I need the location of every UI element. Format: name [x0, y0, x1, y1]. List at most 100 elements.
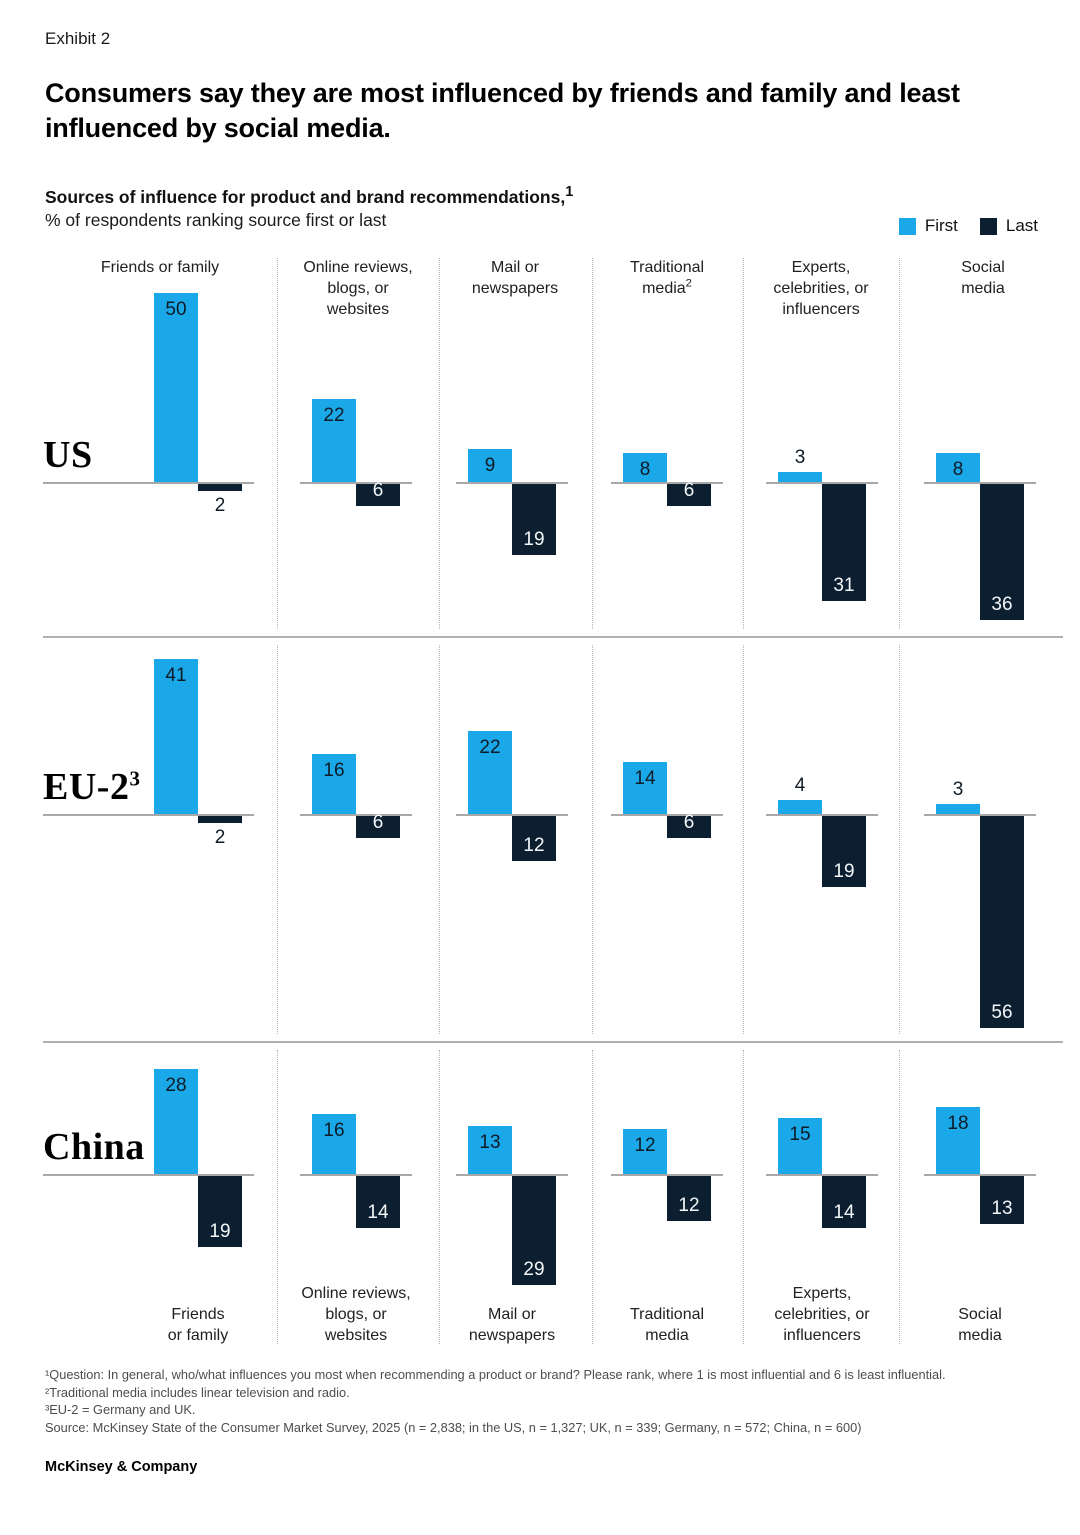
exhibit-label: Exhibit 2 — [45, 29, 111, 48]
axis-baseline — [300, 814, 412, 816]
bar-last — [198, 1175, 242, 1248]
bar-value-last: 14 — [367, 1202, 389, 1224]
axis-baseline — [300, 1174, 412, 1176]
category-footer-line: Friends — [171, 1306, 225, 1323]
bar-last — [356, 815, 400, 838]
bar-first — [154, 1068, 198, 1175]
footnote-source: Source: McKinsey State of the Consumer M… — [45, 1419, 862, 1435]
bar-first — [623, 1129, 667, 1175]
axis-baseline — [611, 1174, 723, 1176]
bar-first — [936, 1106, 980, 1175]
axis-baseline — [456, 1174, 568, 1176]
category-footer-line: websites — [324, 1327, 388, 1344]
bar-last — [512, 1175, 556, 1286]
bar-value-last: 13 — [991, 1198, 1013, 1220]
bar-first — [312, 399, 356, 483]
bar-last — [667, 483, 711, 506]
bar-last — [356, 1175, 400, 1229]
axis-baseline — [43, 1174, 254, 1176]
bar-last — [822, 1175, 866, 1229]
axis-baseline — [456, 482, 568, 484]
category-footer-line: or family — [167, 1327, 229, 1344]
bar-value-first: 15 — [789, 1124, 811, 1145]
footnote-3: ³EU-2 = Germany and UK. — [45, 1402, 196, 1417]
category-footer-line: media — [958, 1327, 1002, 1344]
axis-baseline — [924, 814, 1036, 816]
category-header-line: websites — [326, 301, 390, 318]
axis-baseline — [456, 814, 568, 816]
category-header-line: influencers — [782, 301, 860, 318]
column-separator — [439, 1050, 440, 1344]
category-header-line: Experts, — [791, 259, 851, 276]
chart-title-text: Sources of influence for product and bra… — [45, 186, 566, 207]
bar-first — [154, 293, 198, 483]
category-header: Traditional media2 — [577, 257, 757, 299]
bar-first — [936, 803, 980, 815]
column-separator — [592, 645, 593, 1034]
bar-value-last: 19 — [523, 529, 545, 551]
category-header-line: media — [961, 280, 1005, 297]
category-header-line: blogs, or — [327, 280, 389, 297]
category-footer: Online reviews, blogs, or websites — [266, 1283, 446, 1346]
bar-value-first: 18 — [947, 1112, 969, 1134]
bar-last — [667, 815, 711, 838]
row-label: EU-23 — [43, 766, 141, 808]
category-header: Social media — [893, 257, 1073, 299]
bar-first — [312, 1114, 356, 1175]
category-header-line: media2 — [642, 277, 692, 297]
bar-first — [778, 799, 822, 815]
bar-value-first: 4 — [794, 774, 806, 796]
bar-value-first: 16 — [323, 1120, 345, 1142]
bar-value-first: 9 — [484, 454, 496, 476]
category-header-line: Friends or family — [100, 259, 220, 276]
category-footer-line: blogs, or — [325, 1306, 387, 1323]
category-header-line: Social — [961, 259, 1005, 276]
column-separator — [743, 258, 744, 629]
legend-swatch-first-icon — [898, 217, 916, 235]
column-separator — [277, 258, 278, 629]
bar-value-last: 56 — [991, 1001, 1013, 1023]
bar-value-first: 22 — [479, 737, 501, 759]
bar-value-last: 36 — [991, 593, 1013, 615]
bar-first — [623, 452, 667, 483]
legend-item-last: Last — [979, 216, 1038, 236]
category-header: Mail or newspapers — [425, 257, 605, 299]
axis-baseline — [924, 1174, 1036, 1176]
axis-baseline — [611, 482, 723, 484]
axis-baseline — [300, 482, 412, 484]
bar-value-first: 50 — [165, 299, 187, 320]
row-label: US — [43, 434, 93, 476]
bar-last — [356, 483, 400, 506]
bar-last — [980, 1175, 1024, 1225]
legend-swatch-last-icon — [979, 217, 997, 235]
category-footer-line: influencers — [783, 1327, 861, 1344]
category-header: Experts, celebrities, or influencers — [731, 257, 911, 320]
bar-value-last: 6 — [372, 811, 384, 833]
chart-row-section: EU-23 41 2 16 6 22 12 14 6 4 19 3 56 — [0, 637, 1080, 1042]
footnote-1: ¹Question: In general, who/what influenc… — [45, 1367, 946, 1382]
bar-value-first: 3 — [794, 446, 806, 468]
column-separator — [439, 258, 440, 629]
chart-subtitle: % of respondents ranking source first or… — [45, 210, 387, 230]
company-logo-text: McKinsey & Company — [45, 1459, 198, 1475]
bar-first — [778, 471, 822, 483]
axis-baseline — [766, 1174, 878, 1176]
bar-value-first: 12 — [634, 1135, 656, 1157]
bar-first — [936, 452, 980, 483]
bar-first — [154, 659, 198, 815]
bar-value-last: 12 — [678, 1194, 700, 1216]
category-header-line: celebrities, or — [773, 280, 869, 297]
column-separator — [439, 645, 440, 1034]
bar-value-first: 28 — [165, 1074, 187, 1096]
bar-value-first: 14 — [634, 767, 656, 789]
bar-value-first: 8 — [952, 458, 964, 480]
category-footer-line: newspapers — [468, 1327, 556, 1344]
category-footer-line: celebrities, or — [774, 1306, 870, 1323]
bar-last — [198, 815, 242, 823]
category-footer: Traditional media — [577, 1304, 757, 1346]
bar-first — [312, 754, 356, 815]
category-header-line: Traditional — [629, 259, 705, 276]
bar-value-last: 6 — [683, 479, 695, 501]
